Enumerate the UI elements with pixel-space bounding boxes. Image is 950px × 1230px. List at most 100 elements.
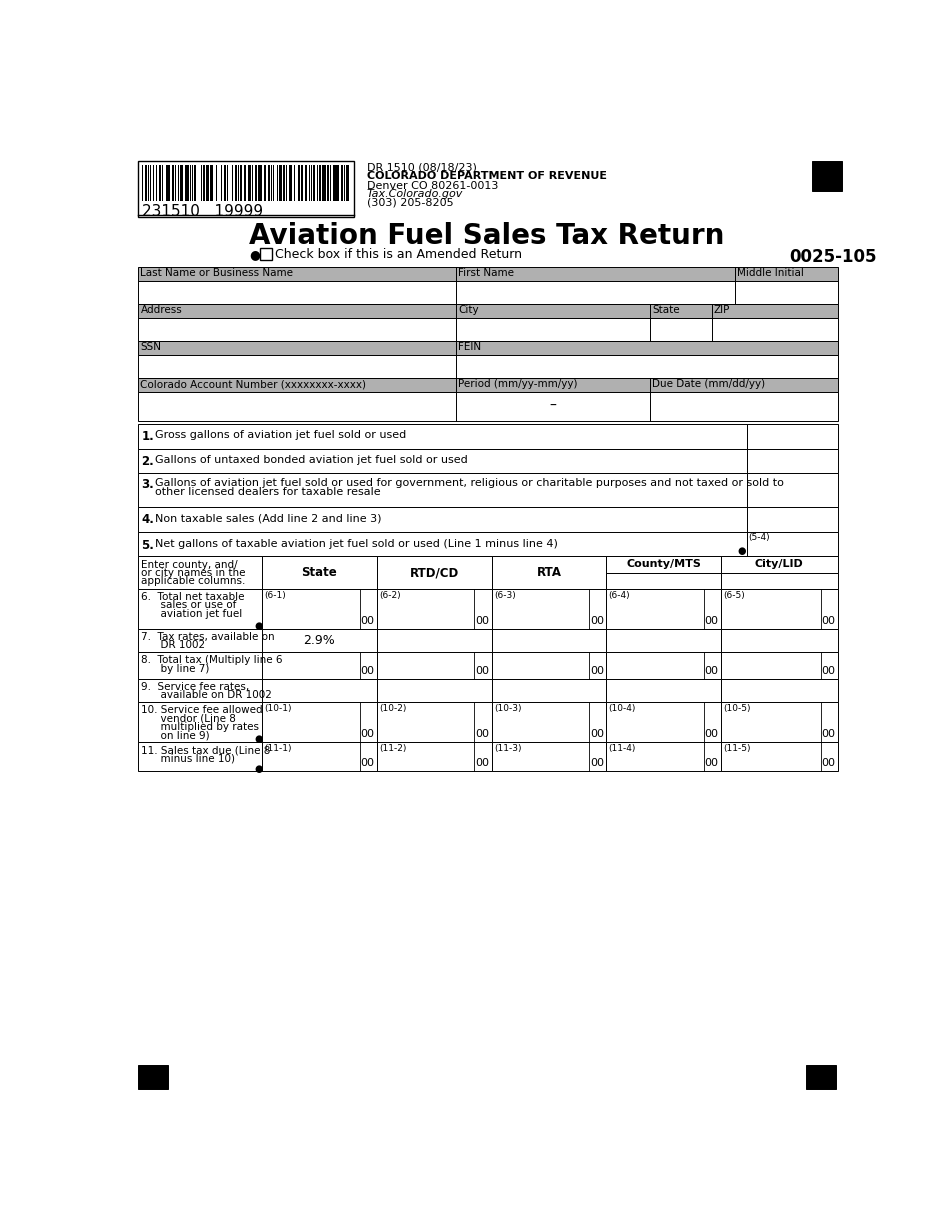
Bar bbox=[210, 165, 214, 202]
Bar bbox=[301, 165, 303, 202]
Bar bbox=[747, 531, 838, 556]
Text: SSN: SSN bbox=[141, 342, 162, 353]
Text: (10-3): (10-3) bbox=[494, 705, 522, 713]
Bar bbox=[153, 165, 155, 202]
Bar bbox=[377, 629, 491, 652]
Text: State: State bbox=[652, 305, 679, 315]
Text: ●: ● bbox=[255, 764, 263, 774]
Bar bbox=[268, 165, 270, 202]
Text: (6-3): (6-3) bbox=[494, 592, 516, 600]
Bar bbox=[747, 507, 838, 531]
Bar bbox=[721, 556, 838, 573]
Bar bbox=[138, 629, 262, 652]
Text: Enter county, and/: Enter county, and/ bbox=[142, 560, 238, 569]
Text: 3.: 3. bbox=[142, 478, 154, 491]
Text: ●: ● bbox=[255, 734, 263, 744]
Bar bbox=[264, 165, 266, 202]
Bar bbox=[138, 507, 747, 531]
Bar bbox=[216, 165, 218, 202]
Bar bbox=[138, 317, 838, 341]
Text: 10. Service fee allowed: 10. Service fee allowed bbox=[142, 705, 263, 715]
Text: Net gallons of taxable aviation jet fuel sold or used (Line 1 minus line 4): Net gallons of taxable aviation jet fuel… bbox=[155, 539, 558, 549]
Bar bbox=[294, 165, 295, 202]
Bar bbox=[138, 449, 747, 474]
Bar bbox=[606, 589, 721, 629]
Text: City/LID: City/LID bbox=[754, 560, 804, 569]
Bar bbox=[606, 702, 721, 742]
Text: (6-5): (6-5) bbox=[723, 592, 745, 600]
Bar bbox=[159, 165, 162, 202]
Text: 231510   19999: 231510 19999 bbox=[142, 204, 263, 219]
Text: Last Name or Business Name: Last Name or Business Name bbox=[141, 268, 294, 278]
Bar bbox=[341, 165, 343, 202]
Bar bbox=[279, 165, 282, 202]
Bar bbox=[721, 589, 838, 629]
Bar bbox=[138, 161, 353, 216]
Bar bbox=[747, 449, 838, 474]
Text: 00: 00 bbox=[822, 758, 836, 769]
Text: 00: 00 bbox=[475, 616, 489, 626]
Text: 5.: 5. bbox=[142, 539, 154, 552]
Bar bbox=[224, 165, 226, 202]
Text: 00: 00 bbox=[590, 616, 604, 626]
Text: multiplied by rates: multiplied by rates bbox=[142, 722, 259, 732]
Bar bbox=[168, 165, 170, 202]
Bar bbox=[138, 589, 262, 629]
Text: 00: 00 bbox=[705, 616, 718, 626]
Text: –: – bbox=[549, 400, 556, 413]
Bar bbox=[262, 679, 377, 702]
Text: County/MTS: County/MTS bbox=[626, 560, 701, 569]
Bar bbox=[377, 556, 491, 589]
Text: (11-1): (11-1) bbox=[264, 744, 292, 753]
Text: Non taxable sales (Add line 2 and line 3): Non taxable sales (Add line 2 and line 3… bbox=[155, 513, 382, 523]
Text: (6-1): (6-1) bbox=[264, 592, 286, 600]
Text: 00: 00 bbox=[822, 665, 836, 675]
Text: 11. Sales tax due (Line 8: 11. Sales tax due (Line 8 bbox=[142, 745, 271, 755]
Text: 4.: 4. bbox=[142, 513, 154, 526]
Bar bbox=[138, 531, 747, 556]
Bar bbox=[262, 589, 377, 629]
Bar bbox=[377, 589, 491, 629]
Text: 8.  Total tax (Multiply line 6: 8. Total tax (Multiply line 6 bbox=[142, 656, 283, 665]
Bar bbox=[721, 702, 838, 742]
Bar bbox=[235, 165, 238, 202]
Text: 00: 00 bbox=[475, 729, 489, 739]
Bar bbox=[138, 1065, 167, 1089]
Text: Aviation Fuel Sales Tax Return: Aviation Fuel Sales Tax Return bbox=[249, 223, 725, 250]
Bar bbox=[271, 165, 273, 202]
Text: 00: 00 bbox=[705, 665, 718, 675]
Bar bbox=[138, 341, 838, 354]
Text: 00: 00 bbox=[475, 665, 489, 675]
Text: City: City bbox=[458, 305, 479, 315]
Text: vendor (Line 8: vendor (Line 8 bbox=[142, 713, 237, 723]
Bar bbox=[606, 573, 721, 589]
Text: sales or use of: sales or use of bbox=[142, 600, 237, 610]
Bar bbox=[747, 424, 838, 449]
Text: 1.: 1. bbox=[142, 430, 154, 443]
Text: 00: 00 bbox=[360, 758, 374, 769]
Text: Gallons of untaxed bonded aviation jet fuel sold or used: Gallons of untaxed bonded aviation jet f… bbox=[155, 455, 468, 465]
Bar bbox=[138, 354, 838, 378]
Bar bbox=[491, 652, 606, 679]
Text: 00: 00 bbox=[822, 616, 836, 626]
Text: 00: 00 bbox=[705, 729, 718, 739]
Bar bbox=[192, 165, 193, 202]
Bar bbox=[262, 652, 377, 679]
Text: (11-3): (11-3) bbox=[494, 744, 522, 753]
Text: (303) 205-8205: (303) 205-8205 bbox=[367, 198, 453, 208]
Bar bbox=[297, 165, 300, 202]
Bar bbox=[248, 165, 251, 202]
Bar bbox=[337, 165, 339, 202]
Bar bbox=[721, 742, 838, 771]
Text: Period (mm/yy-mm/yy): Period (mm/yy-mm/yy) bbox=[458, 379, 578, 390]
Bar bbox=[283, 165, 285, 202]
Text: available on DR 1002: available on DR 1002 bbox=[142, 690, 272, 700]
Text: (10-2): (10-2) bbox=[379, 705, 407, 713]
Bar bbox=[606, 742, 721, 771]
Bar bbox=[145, 165, 146, 202]
Bar bbox=[259, 247, 273, 260]
Bar bbox=[185, 165, 188, 202]
Bar bbox=[721, 629, 838, 652]
Text: applicable columns.: applicable columns. bbox=[142, 577, 246, 587]
Bar bbox=[138, 280, 838, 304]
